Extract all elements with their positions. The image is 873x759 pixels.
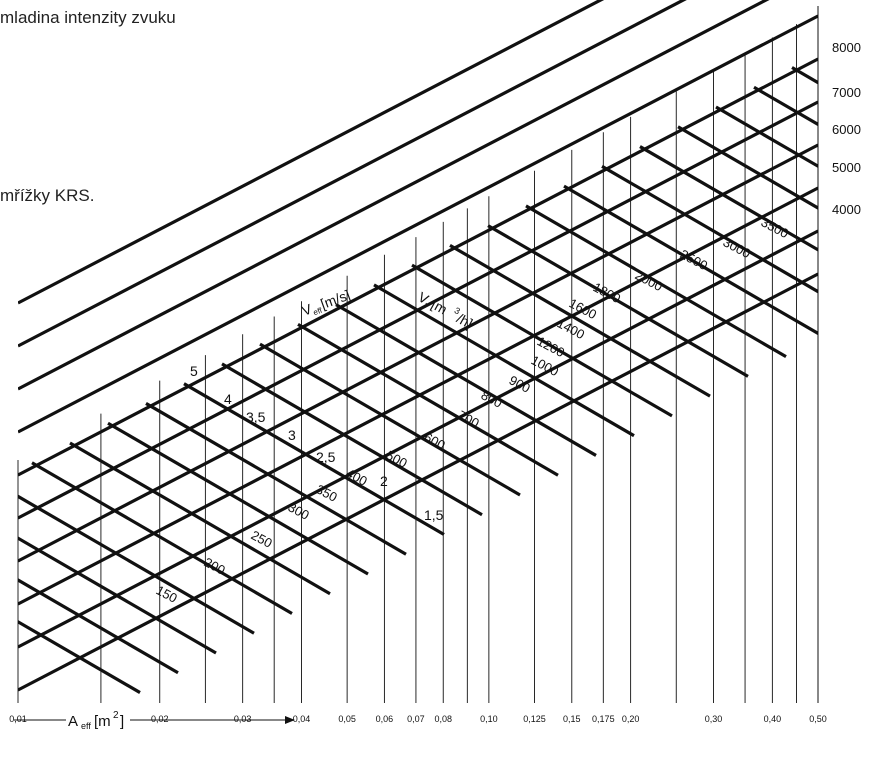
velocity-line bbox=[601, 164, 818, 294]
page-text-top: mladina intenzity zvuku bbox=[0, 8, 176, 27]
velocity-line bbox=[525, 204, 787, 359]
velocity-line bbox=[107, 421, 369, 576]
flow-line bbox=[18, 229, 818, 649]
velocity-line bbox=[31, 461, 293, 615]
velocity-value-label: 5 bbox=[190, 363, 198, 379]
flow-line bbox=[18, 0, 770, 391]
x-tick-label: 0,06 bbox=[376, 714, 394, 724]
velocity-line bbox=[259, 342, 521, 497]
flow-series-title: V t [m 3 /h] bbox=[416, 289, 476, 332]
velocity-value-label: 1,5 bbox=[424, 507, 444, 523]
x-tick-label: 0,08 bbox=[434, 714, 452, 724]
flow-value-label: 300 bbox=[286, 499, 312, 522]
x-axis-title-unit-open: [m bbox=[94, 713, 111, 730]
flow-title-unit-sup: 3 bbox=[453, 305, 462, 316]
x-tick-label: 0,175 bbox=[592, 714, 615, 724]
right-axis-label: 7000 bbox=[832, 85, 861, 100]
velocity-line bbox=[18, 619, 141, 694]
right-axis-labels: 8000 7000 6000 5000 4000 bbox=[832, 40, 861, 217]
x-axis-title: A eff [m 2 ] bbox=[14, 710, 295, 731]
velocity-title-sub: eff bbox=[312, 306, 324, 318]
flow-line bbox=[18, 0, 605, 305]
velocity-line bbox=[487, 224, 749, 378]
velocity-line bbox=[449, 243, 711, 398]
flow-title-unit-close: /h] bbox=[454, 310, 475, 332]
velocity-value-label: 3 bbox=[288, 427, 296, 443]
velocity-line bbox=[715, 105, 818, 169]
velocity-line bbox=[18, 536, 217, 655]
right-axis-label: 5000 bbox=[832, 160, 861, 175]
velocity-line bbox=[183, 382, 445, 536]
right-axis-label: 8000 bbox=[832, 40, 861, 55]
x-axis-title-sub: eff bbox=[81, 721, 91, 731]
flow-value-label: 150 bbox=[154, 582, 180, 605]
right-axis-label: 4000 bbox=[832, 202, 861, 217]
x-tick-label: 0,07 bbox=[407, 714, 425, 724]
x-tick-label: 0,40 bbox=[764, 714, 782, 724]
velocity-line bbox=[145, 402, 407, 556]
flow-line bbox=[18, 0, 687, 348]
velocity-line bbox=[639, 145, 818, 252]
flow-title-unit-open: [m bbox=[429, 296, 450, 318]
velocity-line bbox=[221, 362, 483, 517]
velocity-line bbox=[677, 125, 818, 210]
velocity-line bbox=[373, 283, 635, 438]
velocity-line bbox=[753, 85, 818, 127]
velocity-value-label: 2,5 bbox=[316, 449, 336, 465]
velocity-line bbox=[411, 263, 673, 418]
x-tick-label: 0,30 bbox=[705, 714, 723, 724]
x-tick-label: 0,20 bbox=[622, 714, 640, 724]
flow-value-label: 3000 bbox=[721, 234, 754, 261]
flow-line bbox=[18, 272, 818, 692]
x-tick-label: 0,02 bbox=[151, 714, 169, 724]
velocity-line bbox=[18, 578, 179, 675]
velocity-value-label: 4 bbox=[224, 391, 232, 407]
velocity-value-label: 2 bbox=[380, 473, 388, 489]
flow-value-label: 1400 bbox=[555, 315, 588, 342]
page-text-middle: mřížky KRS. bbox=[0, 186, 95, 205]
right-axis-label: 6000 bbox=[832, 122, 861, 137]
x-tick-label: 0,50 bbox=[809, 714, 827, 724]
velocity-value-label: 3,5 bbox=[246, 409, 266, 425]
bold-line-family bbox=[18, 0, 818, 694]
velocity-line bbox=[563, 184, 818, 336]
x-axis-title-unit-sup: 2 bbox=[113, 710, 119, 721]
velocity-line bbox=[18, 494, 255, 635]
velocity-line bbox=[69, 441, 331, 596]
x-tick-label: 0,01 bbox=[9, 714, 27, 724]
x-tick-label: 0,05 bbox=[338, 714, 356, 724]
x-tick-label: 0,04 bbox=[293, 714, 311, 724]
flow-line bbox=[18, 14, 818, 434]
x-axis-title-unit-close: ] bbox=[120, 713, 124, 730]
x-tick-label: 0,125 bbox=[523, 714, 546, 724]
x-tick-label: 0,10 bbox=[480, 714, 498, 724]
x-axis-title-main: A bbox=[68, 713, 78, 730]
flow-line bbox=[18, 186, 818, 606]
velocity-line bbox=[297, 323, 559, 477]
x-axis-arrowhead bbox=[285, 716, 295, 724]
flow-value-label: 500 bbox=[384, 447, 410, 470]
x-tick-label: 0,03 bbox=[234, 714, 252, 724]
flow-title-sub: t bbox=[422, 301, 429, 310]
flow-value-label: 3500 bbox=[759, 214, 792, 241]
x-axis-tick-labels: 0,01 0,02 0,03 0,04 0,05 0,06 0,07 0,08 0,10 0,12… bbox=[9, 714, 827, 724]
x-tick-label: 0,15 bbox=[563, 714, 581, 724]
velocity-line bbox=[335, 303, 597, 457]
